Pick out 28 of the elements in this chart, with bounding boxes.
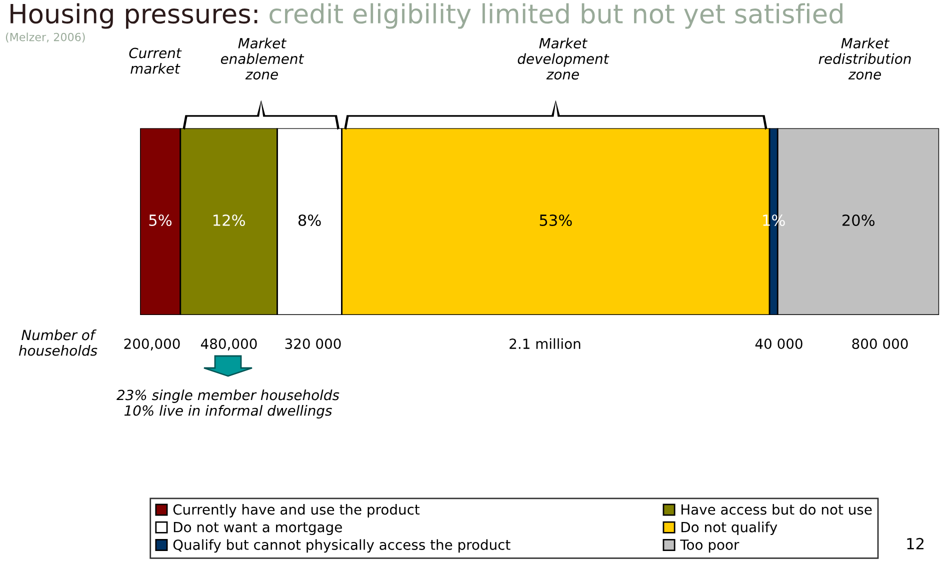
legend-label: Do not qualify	[682, 522, 778, 536]
text: Market enablement zone	[220, 38, 304, 80]
data-label: 1%	[763, 214, 785, 226]
data-label: 5%	[149, 214, 172, 226]
text: Current market	[129, 48, 182, 74]
legend-label: Currently have and use the product	[173, 504, 420, 518]
text: Number of households	[18, 330, 98, 356]
legend-label: Have access but do not use	[682, 504, 872, 515]
text: 23% single member households 10% live in informal dwellings	[116, 390, 340, 418]
data-label: 20%	[842, 214, 874, 226]
text: 320 000	[285, 338, 341, 350]
chart-title: Housing pressures:	[10, 3, 258, 29]
text: 800 000	[852, 338, 908, 350]
chart-subtitle: credit eligibility limited but not yet satisfied	[270, 3, 842, 29]
text: Market development zone	[518, 38, 610, 80]
text: Market redistribution zone	[818, 38, 911, 80]
text: 12	[907, 538, 924, 550]
legend-label: Qualify but cannot physically access the product	[173, 539, 510, 553]
legend-label: Too poor	[680, 540, 740, 553]
text: (Melzer, 2006)	[6, 32, 85, 43]
legend-label: Do not want a mortgage	[174, 522, 342, 536]
text: 200,000	[124, 338, 180, 350]
data-label: 12%	[214, 214, 245, 226]
data-label: 53%	[540, 214, 572, 226]
text: 2.1 million	[510, 338, 580, 350]
text: 40 000	[755, 338, 802, 350]
text: 480,000	[200, 338, 257, 350]
data-label: 8%	[298, 214, 321, 226]
